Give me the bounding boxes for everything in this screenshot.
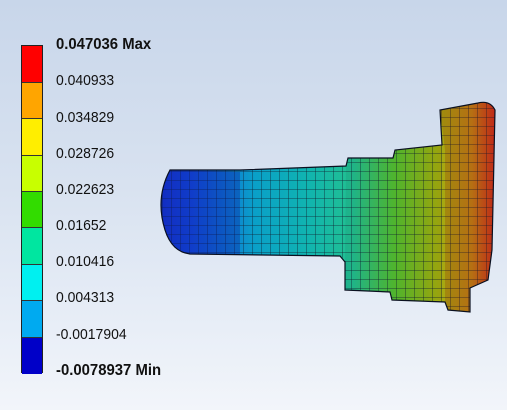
legend-band — [22, 119, 42, 156]
legend-label: 0.040933 — [56, 72, 115, 89]
legend-label-min: -0.0078937 Min — [56, 362, 162, 379]
legend-band — [22, 228, 42, 265]
collar-shade — [345, 145, 442, 300]
shaft-end-shade — [161, 170, 240, 254]
legend-label: 0.022623 — [56, 181, 115, 198]
mesh-outline — [160, 101, 496, 313]
legend-label: 0.028726 — [56, 145, 115, 162]
legend-band — [22, 265, 42, 301]
legend-label: -0.0017904 — [56, 326, 127, 343]
legend-band — [22, 46, 42, 83]
legend-label: 0.004313 — [56, 289, 115, 306]
legend-band — [22, 156, 42, 192]
legend-band — [22, 83, 42, 119]
legend-label: 0.010416 — [56, 253, 115, 270]
legend-label: 0.034829 — [56, 109, 115, 126]
legend-label: 0.01652 — [56, 217, 107, 234]
legend-band — [22, 192, 42, 228]
color-legend-bar — [21, 45, 43, 374]
legend-band — [22, 301, 42, 338]
legend-band — [22, 338, 42, 374]
flange-shade — [440, 102, 495, 312]
legend-label-max: 0.047036 Max — [56, 36, 152, 53]
